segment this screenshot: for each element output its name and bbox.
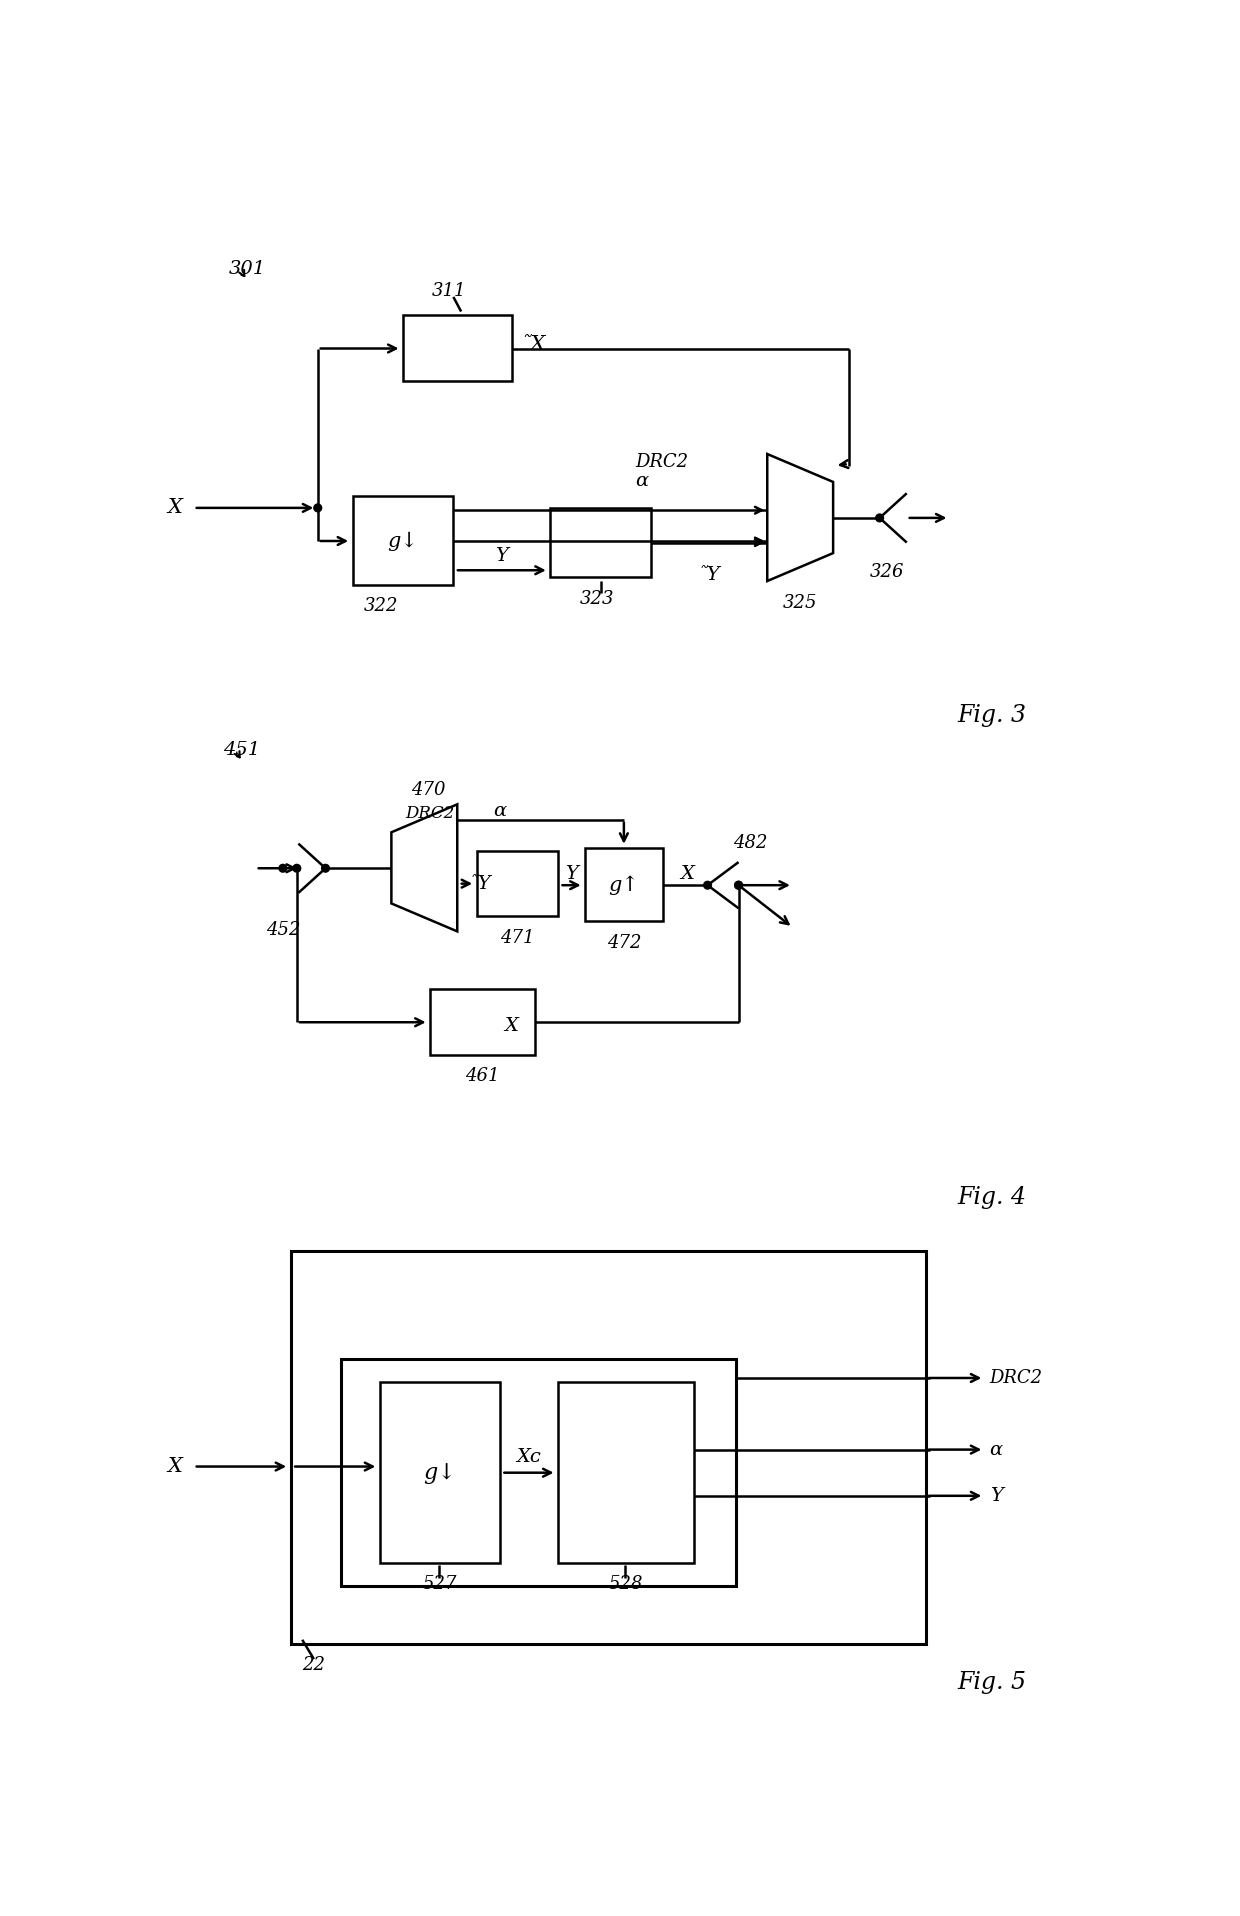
Circle shape bbox=[734, 881, 743, 889]
Text: Y: Y bbox=[990, 1487, 1003, 1504]
Text: 311: 311 bbox=[433, 282, 466, 299]
Bar bbox=[403, 316, 511, 381]
Text: Y: Y bbox=[564, 864, 578, 883]
Bar bbox=[379, 1381, 500, 1563]
Text: 452: 452 bbox=[265, 922, 300, 939]
Text: 451: 451 bbox=[223, 741, 260, 759]
Bar bbox=[476, 851, 558, 916]
Text: DRC2: DRC2 bbox=[405, 805, 455, 822]
Circle shape bbox=[875, 513, 883, 521]
Text: g↓: g↓ bbox=[388, 531, 418, 550]
Text: α: α bbox=[494, 801, 506, 820]
Bar bbox=[551, 508, 651, 577]
Text: 301: 301 bbox=[228, 261, 265, 278]
Circle shape bbox=[293, 864, 301, 872]
Text: 527: 527 bbox=[422, 1575, 456, 1594]
Text: Fig. 3: Fig. 3 bbox=[957, 705, 1027, 728]
Text: Fig. 4: Fig. 4 bbox=[957, 1186, 1027, 1209]
Text: 482: 482 bbox=[733, 833, 768, 853]
Bar bbox=[430, 989, 534, 1054]
Bar bbox=[341, 1358, 737, 1586]
Text: 470: 470 bbox=[410, 782, 445, 799]
Text: g↑: g↑ bbox=[609, 876, 640, 895]
Text: 471: 471 bbox=[500, 929, 534, 947]
Text: X: X bbox=[167, 498, 182, 517]
Text: 22: 22 bbox=[303, 1655, 325, 1675]
Text: 323: 323 bbox=[579, 590, 614, 607]
Circle shape bbox=[279, 864, 286, 872]
Bar bbox=[585, 849, 662, 922]
Text: X: X bbox=[167, 1456, 182, 1475]
Text: Xᴄ: Xᴄ bbox=[516, 1448, 541, 1466]
Text: 528: 528 bbox=[608, 1575, 642, 1594]
Text: α: α bbox=[635, 471, 649, 490]
Circle shape bbox=[314, 504, 321, 512]
Text: Y: Y bbox=[495, 548, 508, 565]
Bar bbox=[290, 1251, 926, 1644]
Text: 461: 461 bbox=[465, 1067, 500, 1084]
Text: 325: 325 bbox=[782, 594, 817, 611]
Bar bbox=[558, 1381, 693, 1563]
Text: DRC2: DRC2 bbox=[635, 452, 688, 471]
Text: ˜X: ˜X bbox=[521, 335, 546, 354]
Text: α: α bbox=[990, 1441, 1003, 1458]
Text: ˜Y: ˜Y bbox=[469, 874, 491, 893]
Circle shape bbox=[734, 881, 743, 889]
Text: DRC2: DRC2 bbox=[990, 1370, 1043, 1387]
Circle shape bbox=[704, 881, 712, 889]
Bar bbox=[352, 496, 454, 584]
Text: 322: 322 bbox=[365, 598, 399, 615]
Text: X: X bbox=[681, 864, 694, 883]
Text: X: X bbox=[505, 1017, 518, 1035]
Text: 472: 472 bbox=[606, 933, 641, 952]
Text: Fig. 5: Fig. 5 bbox=[957, 1671, 1027, 1694]
Text: g↓: g↓ bbox=[423, 1462, 456, 1483]
Text: ˜Y: ˜Y bbox=[697, 565, 720, 584]
Circle shape bbox=[321, 864, 330, 872]
Text: 326: 326 bbox=[870, 563, 905, 581]
